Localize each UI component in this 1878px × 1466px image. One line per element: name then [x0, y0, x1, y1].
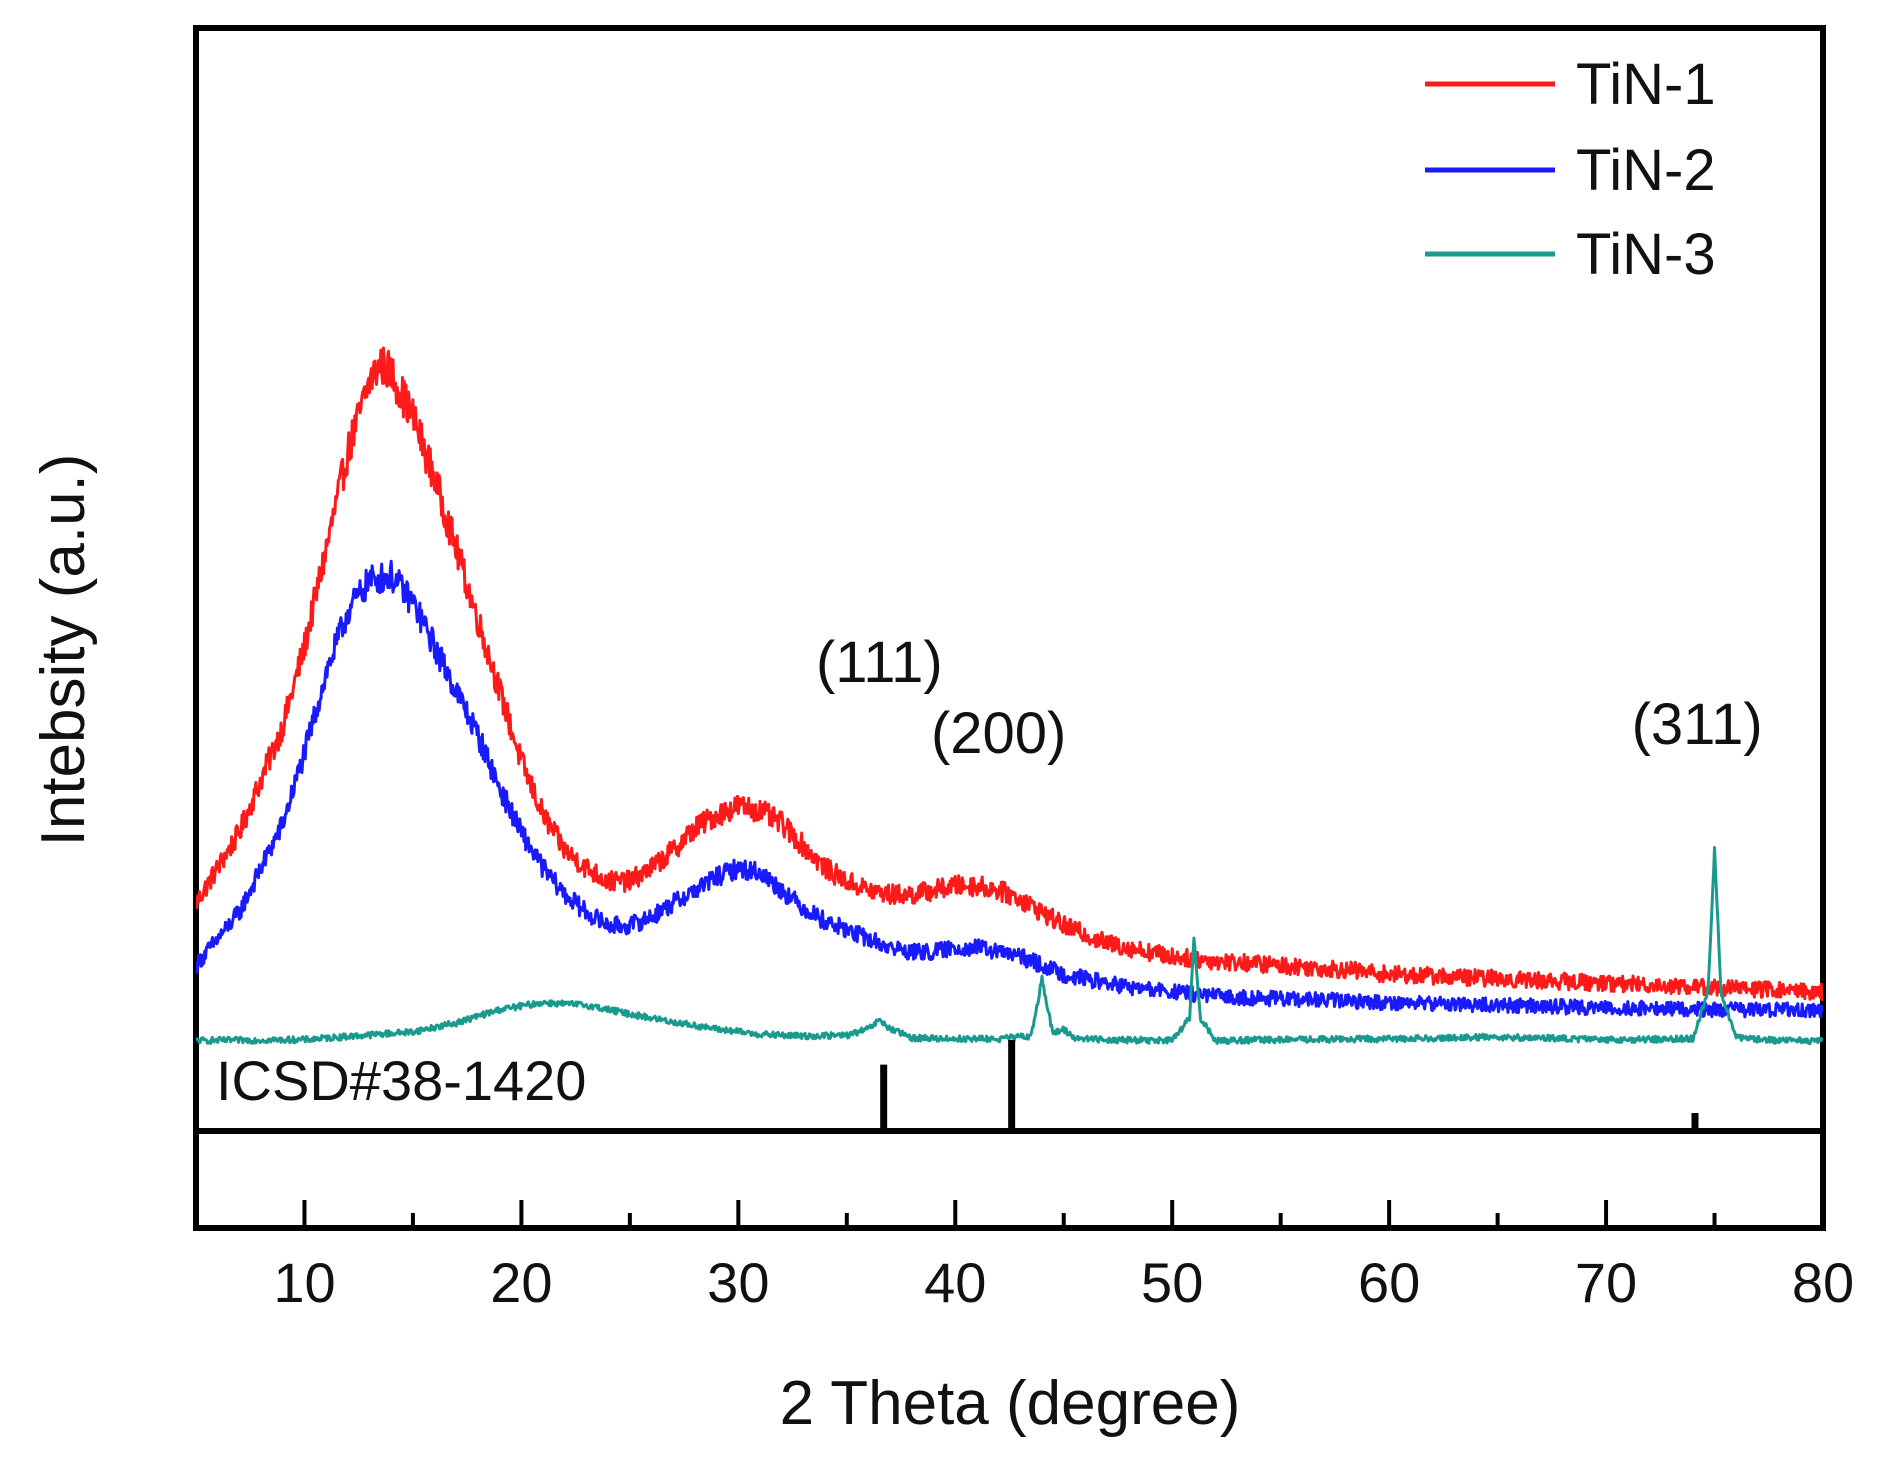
legend-label-tin-2: TiN-2	[1576, 138, 1716, 203]
x-tick-label: 10	[273, 1251, 335, 1314]
x-tick-label: 50	[1141, 1251, 1203, 1314]
x-tick-label: 80	[1792, 1251, 1854, 1314]
x-tick-label: 60	[1358, 1251, 1420, 1314]
reference-pattern	[880, 1040, 1699, 1128]
x-axis-ticks	[302, 1200, 1825, 1228]
legend-label-tin-1: TiN-1	[1576, 52, 1716, 117]
x-axis-tick-labels: 10 20 30 40 50 60 70 80	[273, 1251, 1854, 1314]
legend: TiN-1 TiN-2 TiN-3	[1425, 52, 1716, 287]
series-line-tin-1	[196, 346, 1823, 1001]
x-tick-label: 70	[1575, 1251, 1637, 1314]
series-group	[196, 346, 1823, 1046]
reference-label: ICSD#38-1420	[216, 1049, 586, 1112]
x-tick-label: 30	[707, 1251, 769, 1314]
x-axis-label: 2 Theta (degree)	[780, 1369, 1241, 1438]
x-tick-label: 20	[490, 1251, 552, 1314]
y-axis-label: Intebsity (a.u.)	[29, 454, 98, 847]
peak-annotations: (111)(200) (311)	[816, 630, 1763, 766]
series-line-tin-2	[196, 559, 1823, 1019]
legend-label-tin-3: TiN-3	[1576, 222, 1716, 287]
peak-annotation: (311)	[1632, 692, 1763, 757]
plot-frame	[193, 25, 1826, 1231]
series-line-tin-3	[196, 846, 1823, 1046]
peak-annotation: (111)	[816, 630, 943, 695]
peak-annotation: (200)	[931, 701, 1066, 766]
x-tick-label: 40	[924, 1251, 986, 1314]
